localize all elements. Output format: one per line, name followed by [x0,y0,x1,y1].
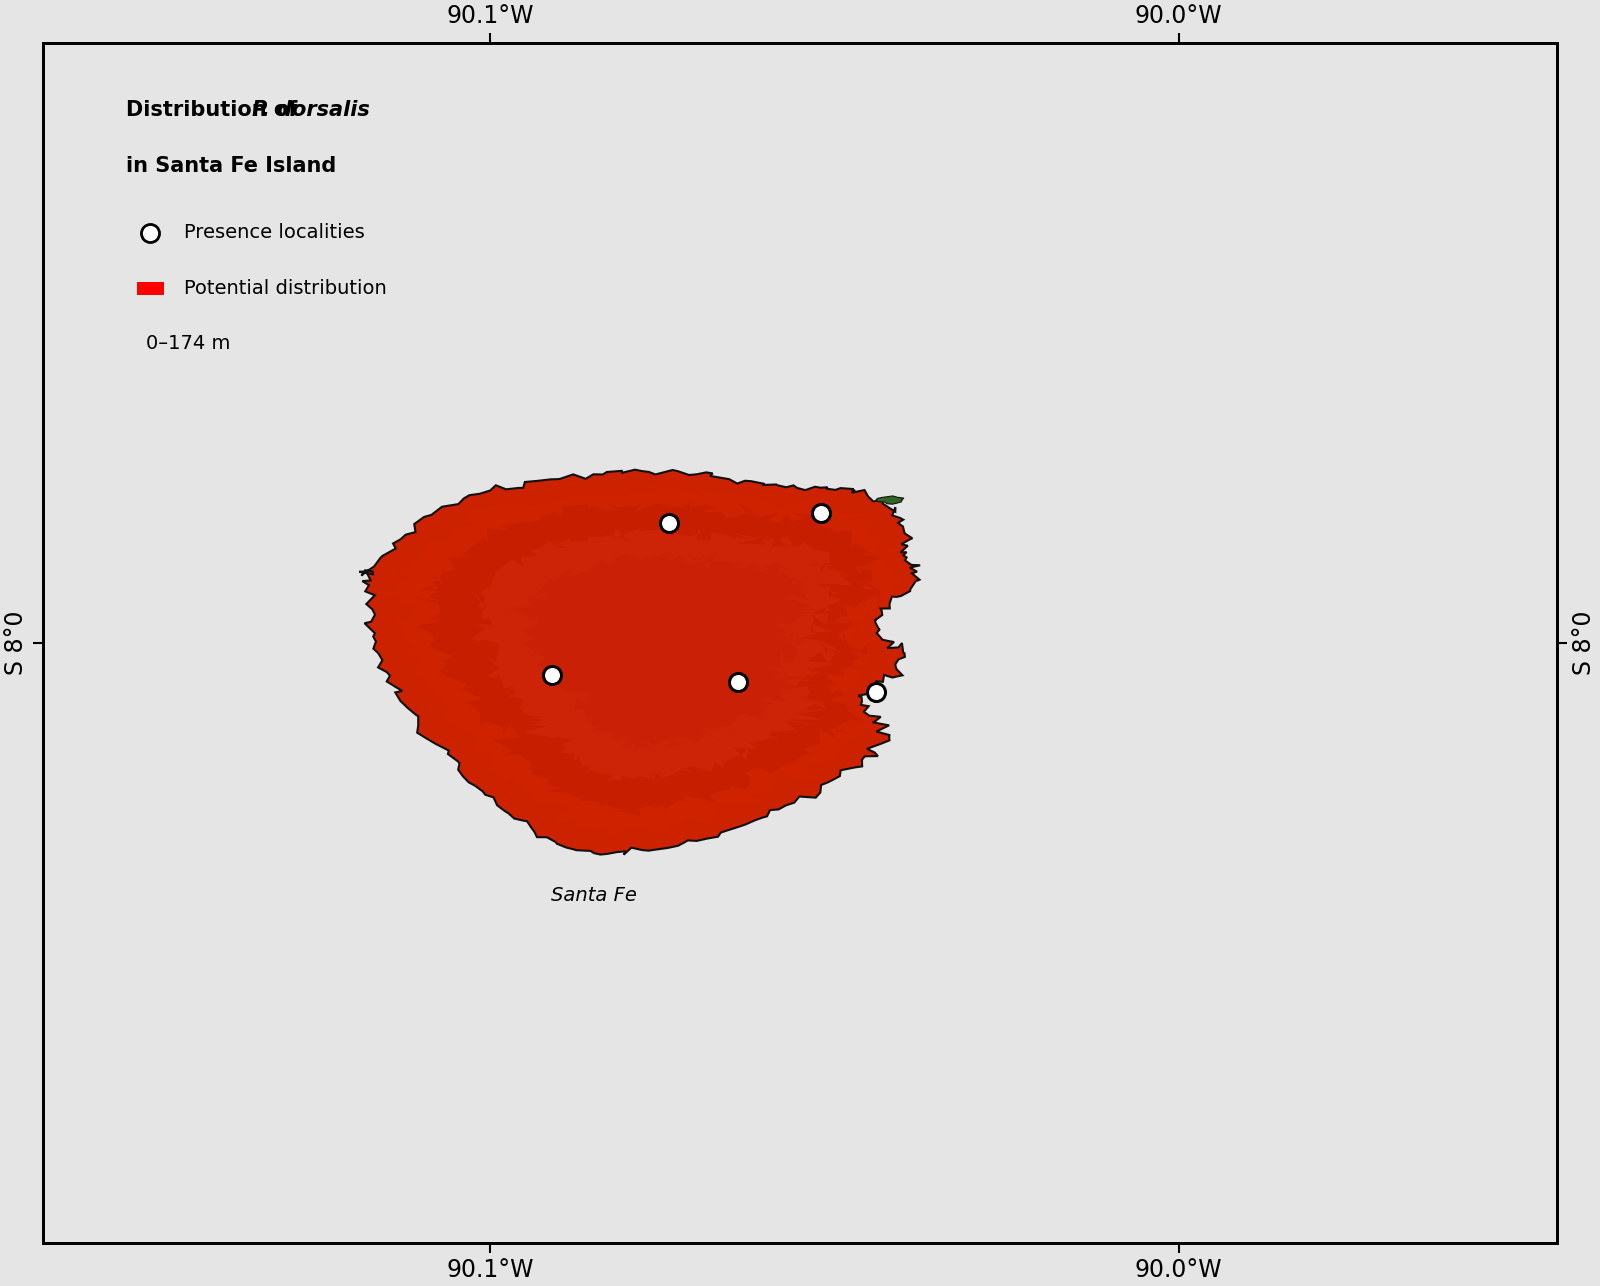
Text: 0–174 m: 0–174 m [146,334,230,352]
Text: Distribution of: Distribution of [126,100,304,121]
Text: in Santa Fe Island: in Santa Fe Island [126,156,336,176]
Polygon shape [381,484,907,841]
Polygon shape [414,502,882,815]
Bar [136,282,163,294]
Text: Potential distribution: Potential distribution [184,279,386,297]
Polygon shape [506,550,819,752]
Polygon shape [472,526,851,787]
Text: Presence localities: Presence localities [184,224,365,242]
Polygon shape [875,496,904,504]
Text: Santa Fe: Santa Fe [550,886,637,905]
Text: P. dorsalis: P. dorsalis [251,100,370,121]
Polygon shape [360,469,920,855]
Polygon shape [360,469,920,855]
